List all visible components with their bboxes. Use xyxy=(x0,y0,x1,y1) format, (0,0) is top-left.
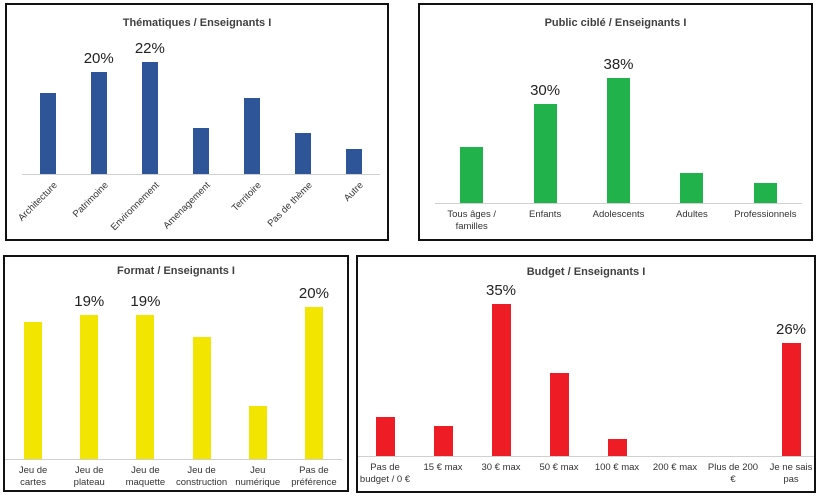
bar xyxy=(533,104,557,203)
bar xyxy=(244,97,261,174)
bar xyxy=(491,304,511,456)
bar xyxy=(433,425,453,456)
x-tick-label: 200 € max xyxy=(652,462,698,473)
bar xyxy=(39,92,56,174)
x-tick-label: Jeu de construction xyxy=(175,465,228,488)
x-tick-label: Jeu de cartes xyxy=(18,465,48,488)
bar xyxy=(248,405,267,459)
chart-title: Public ciblé / Enseignants I xyxy=(544,17,687,29)
bar xyxy=(193,128,209,174)
baseline xyxy=(22,174,380,175)
chart-panel: Public ciblé / Enseignants I Tous âges / … xyxy=(418,3,813,241)
bar xyxy=(90,72,107,174)
x-tick-label: 50 € max xyxy=(539,462,579,473)
bar xyxy=(141,62,158,174)
chart-title: Budget / Enseignants I xyxy=(526,266,646,278)
data-label: 20% xyxy=(83,50,114,68)
x-tick-label: Jeu de plateau xyxy=(73,465,105,488)
baseline xyxy=(5,459,342,460)
x-tick-label: Pas de préférence xyxy=(291,465,337,488)
x-tick-label: Enfants xyxy=(528,209,562,220)
bar xyxy=(304,307,323,459)
x-tick-label: Plus de 200 € xyxy=(707,462,759,485)
x-tick-label: Jeu de maquette xyxy=(125,465,166,488)
baseline xyxy=(435,203,802,204)
bar xyxy=(192,337,211,459)
x-tick-label: 30 € max xyxy=(481,462,521,473)
data-label: 26% xyxy=(775,321,807,339)
data-label: 35% xyxy=(485,282,517,299)
data-label: 19% xyxy=(74,292,105,310)
bar xyxy=(136,314,155,459)
x-tick-label: Professionnels xyxy=(734,209,797,220)
data-label: 22% xyxy=(134,40,165,57)
chart-title: Format / Enseignants I xyxy=(117,265,235,277)
bar xyxy=(460,147,484,203)
chart-panel: Format / Enseignants I Jeu de cartes 19% Je… xyxy=(3,255,349,492)
baseline xyxy=(358,456,814,457)
bar xyxy=(607,78,630,203)
chart-panel: Thématiques / Enseignants I Architecture 2… xyxy=(5,3,389,241)
chart-title: Thématiques / Enseignants I xyxy=(122,17,272,29)
x-tick-label: 15 € max xyxy=(423,462,463,473)
x-tick-label: Adultes xyxy=(676,209,708,220)
bar xyxy=(346,148,363,174)
bar xyxy=(80,314,99,459)
x-tick-label: Tous âges / familles xyxy=(447,209,496,232)
bar xyxy=(607,438,627,456)
x-tick-label: Jeu numérique xyxy=(235,465,281,488)
bar xyxy=(781,343,801,456)
bar xyxy=(753,183,777,203)
bar xyxy=(549,373,569,456)
bar xyxy=(680,173,704,203)
chart-panel: Budget / Enseignants I Pas de budget / 0 … xyxy=(356,255,816,493)
x-tick-label: Pas de budget / 0 € xyxy=(359,462,411,485)
data-label: 30% xyxy=(530,82,561,100)
bar xyxy=(24,322,43,459)
data-label: 19% xyxy=(130,292,161,310)
x-tick-label: Adolescents xyxy=(592,209,645,220)
x-tick-label: Je ne sais pas xyxy=(769,462,813,485)
data-label: 20% xyxy=(298,285,329,302)
data-label: 38% xyxy=(603,56,634,73)
x-tick-label: 100 € max xyxy=(594,462,640,473)
bar xyxy=(375,416,395,456)
bar xyxy=(295,133,312,174)
